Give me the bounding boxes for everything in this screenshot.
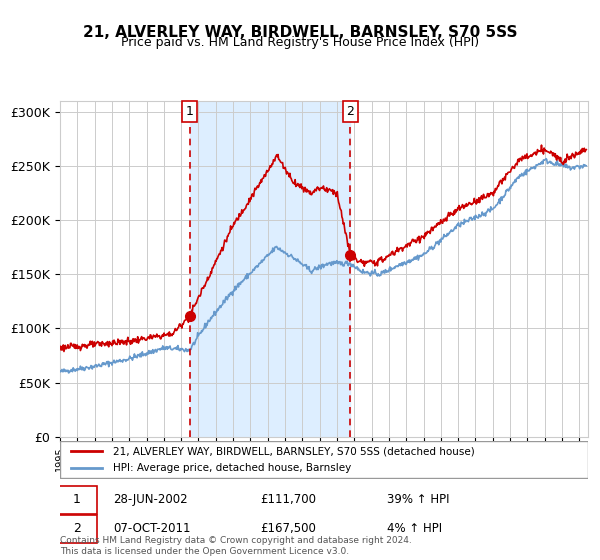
Text: £167,500: £167,500 bbox=[260, 522, 317, 535]
Text: 2: 2 bbox=[346, 105, 354, 118]
Text: £111,700: £111,700 bbox=[260, 493, 317, 506]
Text: 21, ALVERLEY WAY, BIRDWELL, BARNSLEY, S70 5SS: 21, ALVERLEY WAY, BIRDWELL, BARNSLEY, S7… bbox=[83, 25, 517, 40]
Text: HPI: Average price, detached house, Barnsley: HPI: Average price, detached house, Barn… bbox=[113, 463, 351, 473]
Bar bbox=[190, 101, 350, 437]
Text: Price paid vs. HM Land Registry's House Price Index (HPI): Price paid vs. HM Land Registry's House … bbox=[121, 36, 479, 49]
Text: 2: 2 bbox=[73, 522, 81, 535]
Text: 4% ↑ HPI: 4% ↑ HPI bbox=[388, 522, 442, 535]
Text: 39% ↑ HPI: 39% ↑ HPI bbox=[388, 493, 450, 506]
Text: 1: 1 bbox=[186, 105, 194, 118]
FancyBboxPatch shape bbox=[58, 515, 97, 543]
FancyBboxPatch shape bbox=[60, 441, 588, 478]
Text: 28-JUN-2002: 28-JUN-2002 bbox=[113, 493, 187, 506]
Text: Contains HM Land Registry data © Crown copyright and database right 2024.
This d: Contains HM Land Registry data © Crown c… bbox=[60, 536, 412, 556]
FancyBboxPatch shape bbox=[58, 486, 97, 514]
Text: 21, ALVERLEY WAY, BIRDWELL, BARNSLEY, S70 5SS (detached house): 21, ALVERLEY WAY, BIRDWELL, BARNSLEY, S7… bbox=[113, 446, 475, 456]
Text: 07-OCT-2011: 07-OCT-2011 bbox=[113, 522, 190, 535]
Text: 1: 1 bbox=[73, 493, 81, 506]
